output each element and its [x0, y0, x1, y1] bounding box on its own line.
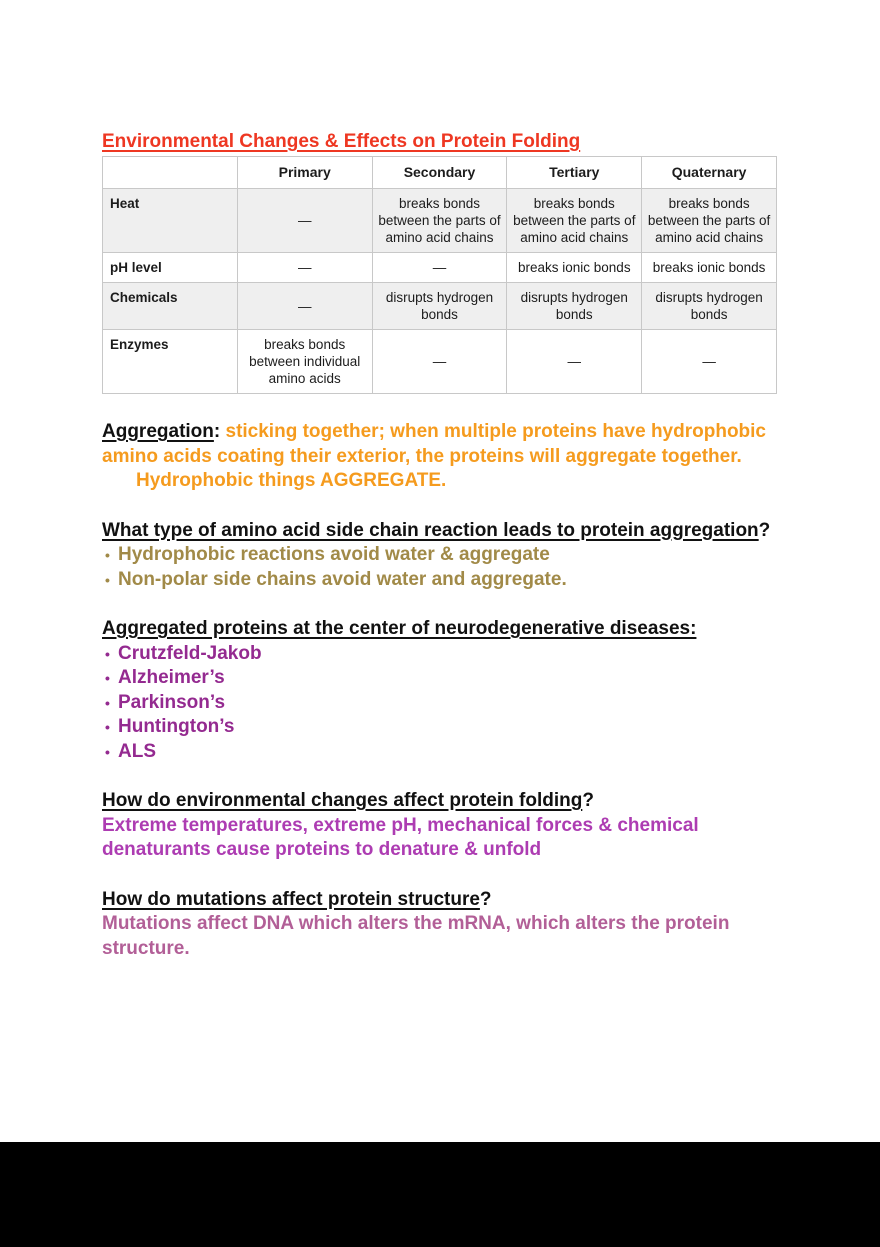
- bullet-icon: •: [105, 670, 110, 686]
- cell-enzymes-primary: breaks bonds between individual amino ac…: [236, 329, 373, 394]
- aggregation-definition-text: sticking together; when multiple protein…: [102, 421, 766, 467]
- page-title: Environmental Changes & Effects on Prote…: [102, 131, 581, 152]
- question-environment-text: How do environmental changes affect prot…: [102, 790, 583, 811]
- row-label-enzymes: Enzymes: [102, 329, 238, 394]
- question-mark: ?: [479, 888, 492, 910]
- bullet-icon: •: [105, 743, 110, 760]
- question-mutations-text: How do mutations affect protein structur…: [102, 888, 480, 910]
- column-header-quaternary: Quaternary: [641, 156, 777, 189]
- table-row-enzymes: Enzymes breaks bonds between individual …: [102, 329, 777, 394]
- question-environment-heading: How do environmental changes affect prot…: [102, 789, 777, 814]
- aggregation-term: Aggregation: [102, 421, 214, 442]
- document-page: Environmental Changes & Effects on Prote…: [0, 0, 880, 1142]
- bullet-text: Hydrophobic reactions avoid water & aggr…: [118, 544, 550, 565]
- protein-folding-table: Primary Secondary Tertiary Quaternary He…: [102, 156, 777, 394]
- cell-ph-secondary: —: [371, 252, 508, 283]
- cell-chemicals-secondary: disrupts hydrogen bonds: [371, 282, 508, 330]
- bullet-text: Huntington’s: [118, 716, 235, 737]
- bullet-text: Crutzfeld-Jakob: [118, 642, 262, 664]
- bullet-text: Alzheimer’s: [118, 667, 225, 688]
- table-header-row: Primary Secondary Tertiary Quaternary: [102, 156, 777, 189]
- question-mark: ?: [758, 519, 771, 541]
- column-header-primary: Primary: [236, 156, 373, 189]
- bullet-item: • Non-polar side chains avoid water and …: [102, 568, 777, 593]
- cell-enzymes-secondary: —: [371, 329, 508, 394]
- bullet-item: • Parkinson’s: [102, 691, 777, 716]
- cell-ph-tertiary: breaks ionic bonds: [506, 252, 643, 283]
- aggregation-colon: :: [213, 421, 221, 442]
- table-row-chemicals: Chemicals — disrupts hydrogen bonds disr…: [102, 282, 777, 330]
- cell-heat-primary: —: [236, 188, 373, 253]
- bullet-item: • Alzheimer’s: [102, 666, 777, 691]
- cell-enzymes-quaternary: —: [641, 329, 777, 394]
- bullet-text: Non-polar side chains avoid water and ag…: [118, 568, 567, 590]
- bullet-item: • Crutzfeld-Jakob: [102, 642, 777, 667]
- column-header-tertiary: Tertiary: [506, 156, 643, 189]
- diseases-heading-text: Aggregated proteins at the center of neu…: [102, 618, 697, 639]
- question-environment-answer: Extreme temperatures, extreme pH, mechan…: [102, 814, 699, 861]
- row-label-heat: Heat: [102, 188, 238, 253]
- column-header-blank: [102, 156, 238, 189]
- cell-heat-secondary: breaks bonds between the parts of amino …: [371, 188, 508, 253]
- bullet-item: • ALS: [102, 740, 777, 765]
- diseases-heading: Aggregated proteins at the center of neu…: [102, 617, 777, 642]
- bullet-icon: •: [105, 694, 110, 711]
- question-mutations-heading: How do mutations affect protein structur…: [102, 888, 777, 913]
- aggregation-definition: Aggregation: sticking together; when mul…: [102, 420, 777, 494]
- row-label-ph: pH level: [102, 252, 238, 283]
- question-mutations-answer: Mutations affect DNA which alters the mR…: [102, 913, 730, 959]
- table-row-heat: Heat — breaks bonds between the parts of…: [102, 188, 777, 253]
- question-environment-section: How do environmental changes affect prot…: [102, 789, 777, 863]
- question-side-chain-text: What type of amino acid side chain react…: [102, 519, 759, 541]
- question-side-chain-heading: What type of amino acid side chain react…: [102, 519, 777, 544]
- cell-heat-tertiary: breaks bonds between the parts of amino …: [506, 188, 643, 253]
- question-mutations-section: How do mutations affect protein structur…: [102, 888, 777, 962]
- cell-ph-quaternary: breaks ionic bonds: [641, 252, 777, 283]
- cell-ph-primary: —: [236, 252, 373, 283]
- bullet-icon: •: [105, 571, 110, 588]
- page-content: Environmental Changes & Effects on Prote…: [102, 131, 777, 962]
- question-side-chain-section: What type of amino acid side chain react…: [102, 519, 777, 593]
- cell-chemicals-primary: —: [236, 282, 373, 330]
- bullet-icon: •: [105, 547, 110, 563]
- bullet-text: Parkinson’s: [118, 691, 226, 713]
- table-row-ph: pH level — — breaks ionic bonds breaks i…: [102, 252, 777, 283]
- bullet-icon: •: [105, 645, 110, 662]
- question-mark: ?: [582, 790, 594, 811]
- bullet-text: ALS: [118, 740, 156, 762]
- bullet-item: • Hydrophobic reactions avoid water & ag…: [102, 543, 777, 568]
- column-header-secondary: Secondary: [371, 156, 508, 189]
- bullet-item: • Huntington’s: [102, 715, 777, 740]
- diseases-section: Aggregated proteins at the center of neu…: [102, 617, 777, 764]
- bullet-icon: •: [105, 719, 110, 735]
- row-label-chemicals: Chemicals: [102, 282, 238, 330]
- cell-chemicals-quaternary: disrupts hydrogen bonds: [641, 282, 777, 330]
- cell-chemicals-tertiary: disrupts hydrogen bonds: [506, 282, 643, 330]
- cell-heat-quaternary: breaks bonds between the parts of amino …: [641, 188, 777, 253]
- cell-enzymes-tertiary: —: [506, 329, 643, 394]
- aggregation-emphasis: Hydrophobic things AGGREGATE.: [136, 470, 447, 491]
